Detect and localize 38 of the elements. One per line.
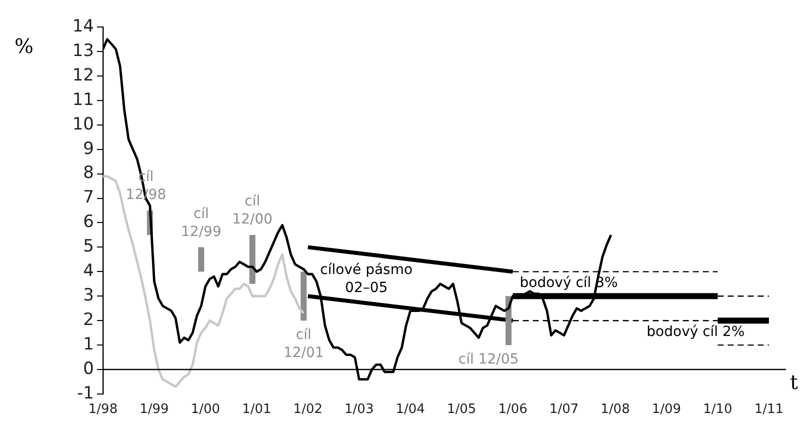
y-tick-label: 3 <box>83 286 94 306</box>
y-tick-label: 7 <box>83 188 94 208</box>
series-label: cílové pásmo 02–05 <box>320 262 413 296</box>
x-tick-label: 1/01 <box>242 402 272 418</box>
y-tick-label: 13 <box>72 40 94 61</box>
x-axis-title: t <box>790 370 798 394</box>
y-tick-label: 0 <box>83 358 94 379</box>
x-tick-label: 1/06 <box>498 402 528 418</box>
x-tick-label: 1/10 <box>703 402 732 418</box>
y-tick-label: -1 <box>77 383 94 404</box>
y-tick-label: 12 <box>72 65 94 86</box>
x-tick-label: 1/02 <box>293 402 322 418</box>
y-tick-label: 11 <box>72 90 94 110</box>
x-tick-label: 1/07 <box>549 402 579 418</box>
series-label: bodový cíl 2% <box>646 324 745 340</box>
x-tick-label: 1/05 <box>446 402 476 418</box>
y-tick-label: 8 <box>83 163 94 184</box>
x-tick-label: 1/04 <box>396 402 425 418</box>
y-axis-title: % <box>14 34 34 58</box>
x-tick-label: 1/99 <box>140 402 169 418</box>
y-tick-label: 9 <box>83 138 94 159</box>
x-tick-label: 1/03 <box>344 402 374 418</box>
y-tick-label: 2 <box>83 310 94 330</box>
series-label: cíl 12/99 <box>181 206 222 240</box>
y-tick-label: 6 <box>83 212 94 232</box>
x-tick-label: 1/98 <box>88 402 118 418</box>
y-tick-label: 5 <box>83 236 94 257</box>
x-tick-label: 1/09 <box>652 402 682 418</box>
y-tick-label: 1 <box>83 334 94 354</box>
x-tick-label: 1/00 <box>190 402 220 418</box>
series-label: cíl 12/05 <box>458 352 519 368</box>
x-tick-label: 1/11 <box>754 402 784 418</box>
series-label: cíl 12/00 <box>232 194 273 228</box>
x-tick-label: 1/08 <box>600 402 630 418</box>
y-tick-label: 10 <box>72 114 94 134</box>
y-tick-label: 14 <box>72 16 94 36</box>
series-label: cíl 12/01 <box>283 327 324 362</box>
y-tick-label: 4 <box>83 261 94 282</box>
